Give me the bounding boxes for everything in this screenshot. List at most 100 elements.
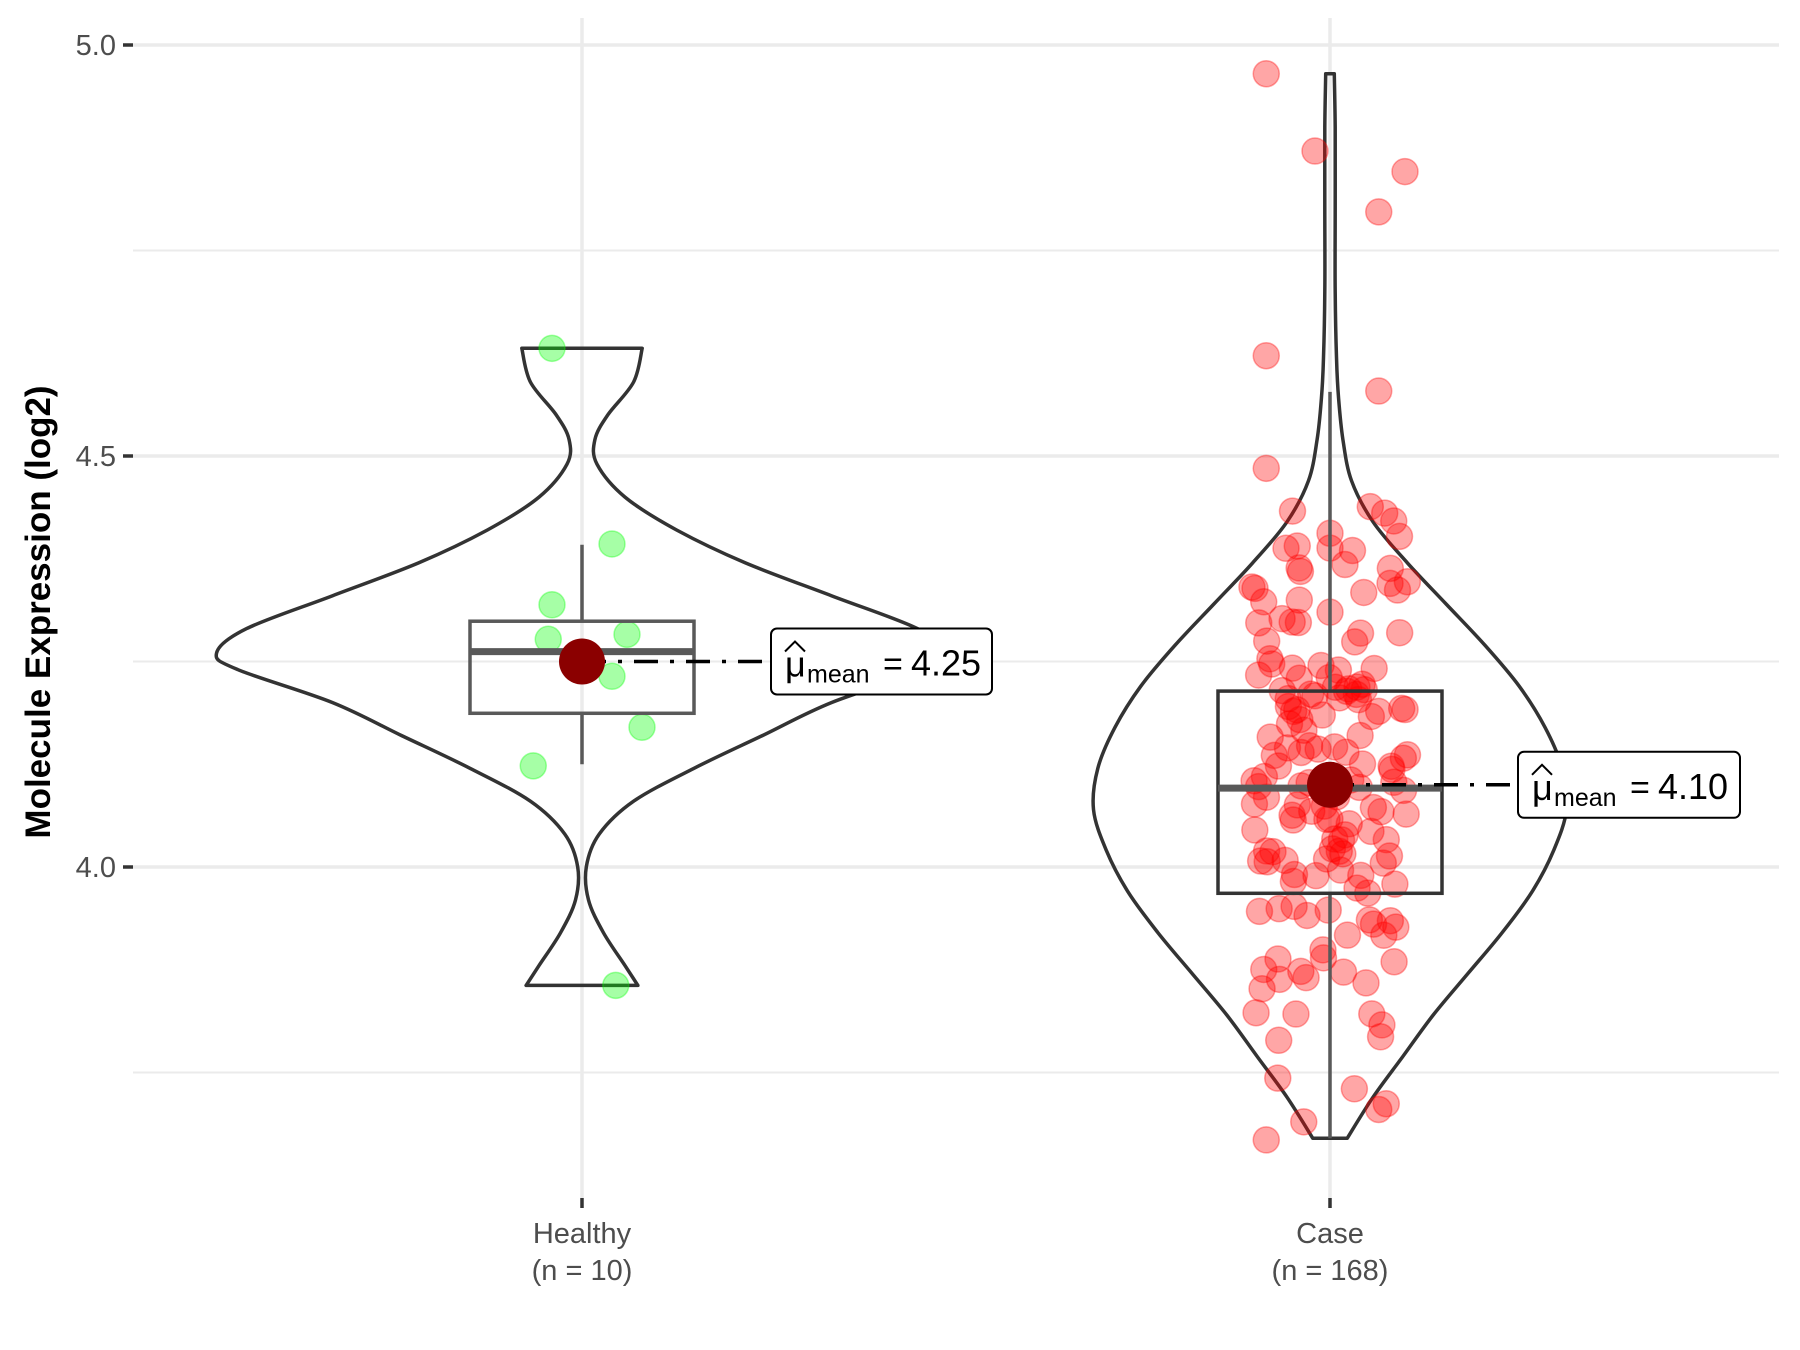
data-point — [1347, 861, 1375, 890]
data-point — [1333, 921, 1362, 949]
data-point — [1372, 1089, 1400, 1118]
data-point — [1392, 800, 1420, 828]
data-point — [1290, 716, 1318, 744]
data-point — [1282, 1000, 1310, 1028]
x-axis: Healthy (n = 10) Case (n = 168) — [532, 1198, 1389, 1287]
mean-value: 4.10 — [1658, 766, 1728, 807]
data-point — [1332, 738, 1360, 766]
data-point — [1307, 651, 1335, 680]
data-point — [1326, 856, 1355, 884]
data-point — [1278, 801, 1306, 830]
data-point — [1331, 821, 1359, 849]
data-point — [1356, 492, 1385, 521]
data-point — [1252, 1126, 1280, 1154]
data-point — [1286, 557, 1315, 586]
hat-icon — [1531, 763, 1553, 776]
data-point — [1378, 755, 1406, 784]
data-point — [1360, 654, 1388, 683]
y-tick-label: 4.5 — [76, 441, 116, 473]
data-point — [1253, 848, 1281, 876]
x-tick-sublabel: (n = 10) — [532, 1255, 633, 1287]
x-tick-label: Case — [1296, 1218, 1364, 1250]
data-point — [1258, 650, 1286, 678]
data-point — [1381, 870, 1409, 898]
data-point — [1314, 896, 1342, 924]
data-point — [1301, 682, 1329, 710]
data-point — [1252, 341, 1280, 370]
data-point — [1357, 702, 1386, 731]
data-point — [1259, 837, 1287, 866]
data-point — [1316, 805, 1344, 833]
data-point — [1279, 806, 1307, 834]
mean-annotation: μ mean = 4.10 — [1517, 750, 1741, 819]
y-axis: 4.0 4.5 5.0 — [76, 30, 133, 884]
data-point — [1352, 969, 1380, 997]
data-point — [1366, 1023, 1395, 1051]
gridlines — [133, 18, 1779, 1198]
data-point — [1365, 1095, 1393, 1124]
data-point — [1346, 721, 1374, 750]
data-point — [1334, 675, 1363, 703]
data-point — [1340, 628, 1369, 656]
data-point — [1331, 550, 1359, 579]
box — [1216, 689, 1444, 896]
data-point — [519, 752, 547, 780]
x-tick-sublabel: (n = 168) — [1272, 1255, 1389, 1287]
data-point — [1348, 750, 1377, 778]
data-point — [1372, 825, 1401, 854]
data-point — [1385, 522, 1414, 551]
data-point — [1308, 701, 1337, 729]
data-point — [1304, 735, 1332, 763]
data-point — [598, 530, 626, 558]
data-point — [1301, 137, 1329, 165]
data-point — [1383, 576, 1412, 604]
data-point — [1278, 608, 1306, 636]
data-point — [1265, 894, 1293, 923]
data-point — [1370, 921, 1398, 950]
mean-point — [1307, 761, 1353, 808]
data-point — [1359, 793, 1388, 822]
data-point — [613, 620, 641, 649]
equals-sign: = — [883, 646, 903, 684]
data-point — [1320, 733, 1349, 761]
data-point — [1367, 797, 1395, 826]
data-point — [1238, 573, 1266, 601]
data-point — [1290, 1108, 1318, 1136]
box — [468, 619, 696, 716]
data-point — [1295, 732, 1324, 760]
mean-point — [559, 638, 605, 685]
data-point — [1365, 377, 1393, 405]
data-point — [1280, 860, 1309, 889]
data-point — [1274, 692, 1303, 721]
data-point — [1283, 791, 1312, 819]
data-point — [1284, 608, 1313, 637]
data-point — [1242, 998, 1270, 1027]
data-point — [1271, 846, 1299, 875]
violin-healthy — [214, 346, 950, 988]
data-point — [1272, 534, 1300, 563]
data-point — [1287, 957, 1315, 986]
data-point — [1264, 1026, 1293, 1055]
data-point — [1324, 656, 1353, 684]
data-point — [1377, 752, 1405, 781]
data-point — [1296, 680, 1325, 708]
data-point — [1280, 892, 1308, 921]
data-point — [1393, 567, 1422, 596]
equals-sign: = — [1630, 769, 1650, 807]
data-point — [1286, 705, 1314, 734]
data-point — [1264, 945, 1292, 973]
data-point — [1312, 845, 1341, 873]
data-point — [1260, 741, 1289, 770]
data-point — [1391, 157, 1419, 186]
data-point — [1344, 685, 1373, 714]
mean-subscript: mean — [1554, 784, 1617, 812]
data-point — [1389, 744, 1418, 772]
data-point — [1245, 897, 1274, 926]
data-point — [628, 713, 656, 742]
data-point — [1309, 936, 1337, 964]
y-tick-label: 5.0 — [76, 30, 116, 62]
data-point — [1376, 906, 1405, 935]
data-point — [1256, 723, 1284, 751]
data-points — [519, 60, 1422, 1154]
data-point — [1275, 710, 1304, 738]
